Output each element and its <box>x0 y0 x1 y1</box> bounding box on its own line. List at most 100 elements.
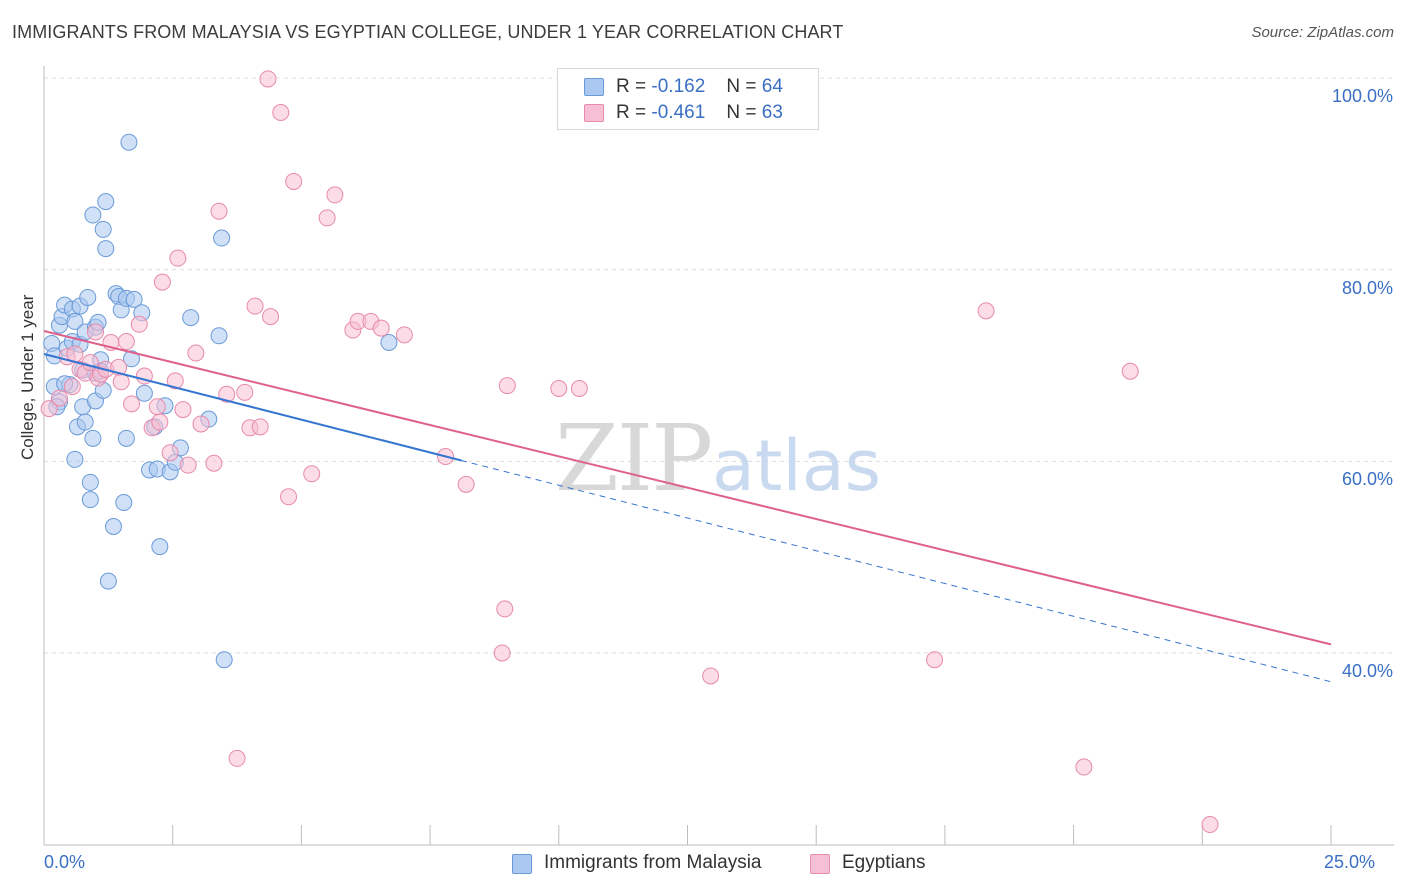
egyptian-point <box>40 400 58 418</box>
malaysia-point <box>79 288 97 306</box>
malaysia-point <box>104 517 122 535</box>
egyptian-point <box>161 444 179 462</box>
egyptian-point <box>285 172 303 190</box>
egyptian-point <box>169 249 187 267</box>
malaysia-point <box>97 193 115 211</box>
x-tick-max: 25.0% <box>1324 852 1376 872</box>
egyptian-point <box>457 475 475 493</box>
egyptian-point <box>50 389 68 407</box>
trend-lines <box>43 330 1332 683</box>
y-tick-label-100: 100.0% <box>1331 86 1393 106</box>
egyptian-point <box>498 377 516 395</box>
egyptian-point <box>550 379 568 397</box>
chart-title: IMMIGRANTS FROM MALAYSIA VS EGYPTIAN COL… <box>12 22 844 42</box>
bottom-legend-malaysia: Immigrants from Malaysia <box>544 852 762 873</box>
malaysia-point <box>135 384 153 402</box>
egyptian-point <box>326 186 344 204</box>
malaysia-point <box>115 494 133 512</box>
egyptian-point <box>702 667 720 685</box>
malaysia-trend-solid <box>43 353 462 462</box>
malaysia-point <box>84 206 102 224</box>
legend-r-label: R = <box>616 76 647 97</box>
y-tick-label-40: 40.0% <box>1341 660 1393 681</box>
malaysia-point <box>380 333 398 351</box>
data-points <box>40 70 1219 834</box>
y-tick-label-60: 60.0% <box>1341 469 1393 490</box>
legend-r-value-egyptians: -0.461 <box>651 102 706 123</box>
egyptian-point <box>166 372 184 390</box>
egyptian-point <box>977 302 995 320</box>
egyptian-point <box>192 415 210 433</box>
egyptian-point <box>117 333 135 351</box>
egyptian-point <box>259 70 277 88</box>
legend-n-value-egyptians: 63 <box>761 102 783 123</box>
egyptian-point <box>1121 362 1139 380</box>
x-tick-min: 0.0% <box>44 852 86 872</box>
egyptian-point <box>251 418 269 436</box>
egyptian-point <box>493 644 511 662</box>
watermark-zip: ZIP <box>555 405 711 512</box>
egyptian-point <box>570 379 588 397</box>
malaysia-point <box>120 133 138 151</box>
egyptian-point <box>123 395 141 413</box>
bottom-legend-swatch-malaysia <box>512 854 532 874</box>
malaysia-point <box>76 413 94 431</box>
legend-r-label: R = <box>616 102 647 123</box>
legend-row-malaysia: R = -0.162 N = 64 <box>616 76 783 98</box>
egyptian-point <box>187 344 205 362</box>
legend-n-value-malaysia: 64 <box>761 76 783 97</box>
egyptian-point <box>179 456 197 474</box>
malaysia-point <box>84 429 102 447</box>
malaysia-trend-dashed <box>460 459 1332 683</box>
egyptian-point <box>926 651 944 669</box>
y-tick-label-80: 80.0% <box>1341 277 1393 298</box>
egyptian-point <box>210 202 228 220</box>
legend-swatch-pink <box>584 104 604 122</box>
egyptian-point <box>303 465 321 483</box>
malaysia-point <box>125 290 143 308</box>
egyptian-point <box>151 413 169 431</box>
malaysia-point <box>81 473 99 491</box>
bottom-legend-swatch-egyptians <box>810 854 830 874</box>
malaysia-point <box>81 491 99 509</box>
egyptian-point <box>130 315 148 333</box>
egyptian-point <box>148 398 166 416</box>
malaysia-point <box>213 229 231 247</box>
egyptian-point <box>236 383 254 401</box>
axes <box>43 66 1394 846</box>
correlation-legend: R = -0.162 N = 64 R = -0.461 N = 63 <box>557 68 819 130</box>
legend-n-label: N = <box>726 76 757 97</box>
egyptian-point <box>174 401 192 419</box>
egyptian-point <box>395 326 413 344</box>
malaysia-point <box>97 240 115 258</box>
egyptian-point <box>496 600 514 618</box>
malaysia-point <box>182 309 200 327</box>
grid-lines <box>44 77 1394 654</box>
y-axis-label: College, Under 1 year <box>18 294 37 460</box>
legend-n-label: N = <box>726 102 757 123</box>
egyptian-point <box>318 209 336 227</box>
egyptian-point <box>272 103 290 121</box>
malaysia-point <box>117 429 135 447</box>
bottom-legend-egyptians: Egyptians <box>842 852 926 873</box>
egyptian-point <box>280 488 298 506</box>
watermark-atlas: atlas <box>712 425 881 507</box>
egyptian-point <box>1075 758 1093 776</box>
egyptian-point <box>112 373 130 391</box>
egyptian-point <box>246 297 264 315</box>
egyptian-point <box>205 454 223 472</box>
legend-swatch-blue <box>584 78 604 96</box>
malaysia-point <box>123 350 141 368</box>
egyptian-point <box>63 378 81 396</box>
source-label: Source: ZipAtlas.com <box>1251 24 1394 41</box>
egyptian-point <box>218 385 236 403</box>
malaysia-point <box>210 327 228 345</box>
malaysia-point <box>66 312 84 330</box>
legend-row-egyptians: R = -0.461 N = 63 <box>616 102 783 124</box>
malaysia-point <box>66 450 84 468</box>
malaysia-point <box>94 220 112 238</box>
legend-r-value-malaysia: -0.162 <box>651 76 706 97</box>
egyptian-trend <box>43 330 1332 646</box>
egyptian-point <box>86 323 104 341</box>
